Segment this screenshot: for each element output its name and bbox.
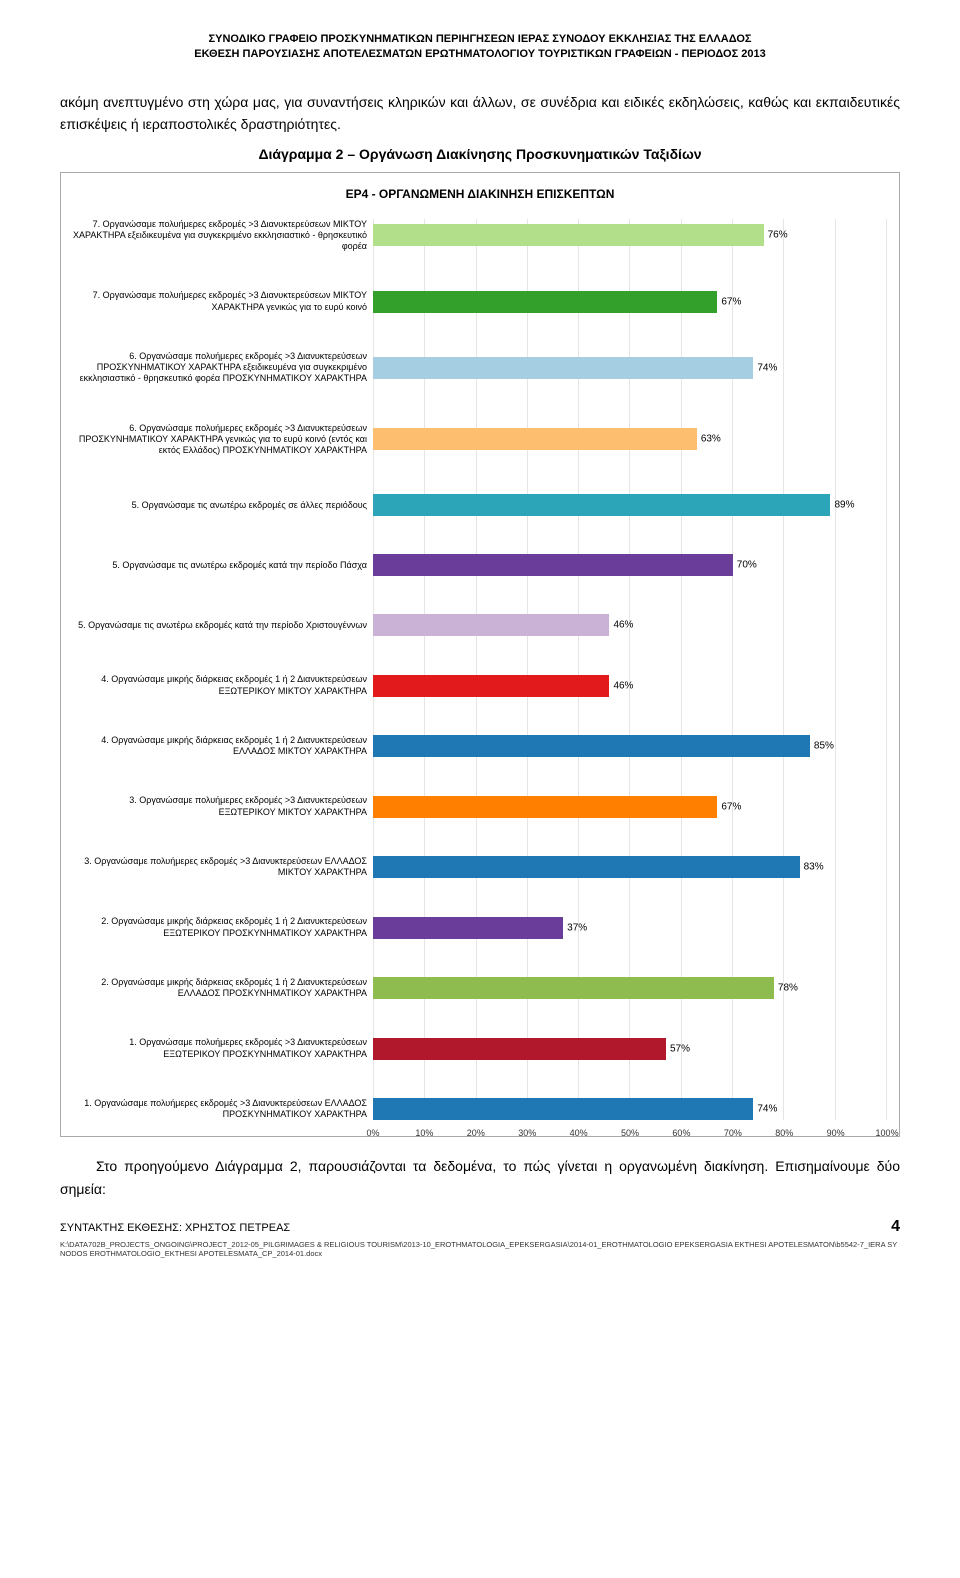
bar-row: 5. Οργανώσαμε τις ανωτέρω εκδρομές σε άλ… [73,494,887,516]
bar-fill: 57% [373,1038,666,1060]
bar-track: 70% [373,554,887,576]
bar-value: 85% [814,741,834,752]
bar-row: 5. Οργανώσαμε τις ανωτέρω εκδρομές κατά … [73,554,887,576]
intro-paragraph: ακόμη ανεπτυγμένο στη χώρα μας, για συνα… [60,91,900,136]
bar-label: 4. Οργανώσαμε μικρής διάρκειας εκδρομές … [73,735,373,758]
bar-label: 1. Οργανώσαμε πολυήμερες εκδρομές >3 Δια… [73,1098,373,1121]
bar-row: 4. Οργανώσαμε μικρής διάρκειας εκδρομές … [73,735,887,758]
header-line-2: ΕΚΘΕΣΗ ΠΑΡΟΥΣΙΑΣΗΣ ΑΠΟΤΕΛΕΣΜΑΤΩΝ ΕΡΩΤΗΜΑ… [60,47,900,62]
footer: ΣΥΝΤΑΚΤΗΣ ΕΚΘΕΣΗΣ: ΧΡΗΣΤΟΣ ΠΕΤΡΕΑΣ 4 [60,1218,900,1236]
bar-value: 83% [804,862,824,873]
bar-value: 70% [737,560,757,571]
diagram-caption: Διάγραμμα 2 – Οργάνωση Διακίνησης Προσκυ… [60,146,900,162]
bar-value: 57% [670,1043,690,1054]
bar-track: 78% [373,977,887,999]
bar-row: 2. Οργανώσαμε μικρής διάρκειας εκδρομές … [73,977,887,1000]
header-line-1: ΣΥΝΟΔΙΚΟ ΓΡΑΦΕΙΟ ΠΡΟΣΚΥΝΗΜΑΤΙΚΩΝ ΠΕΡΙΗΓΗ… [60,32,900,47]
footer-path: K:\DATA702B_PROJECTS_ONGOING\PROJECT_201… [60,1240,900,1258]
bar-track: 57% [373,1038,887,1060]
bar-row: 3. Οργανώσαμε πολυήμερες εκδρομές >3 Δια… [73,795,887,818]
bar-track: 67% [373,796,887,818]
bar-track: 37% [373,917,887,939]
bar-label: 5. Οργανώσαμε τις ανωτέρω εκδρομές σε άλ… [73,500,373,511]
bar-label: 7. Οργανώσαμε πολυήμερες εκδρομές >3 Δια… [73,290,373,313]
footer-author: ΣΥΝΤΑΚΤΗΣ ΕΚΘΕΣΗΣ: ΧΡΗΣΤΟΣ ΠΕΤΡΕΑΣ [60,1222,290,1234]
bar-value: 37% [567,922,587,933]
bar-fill: 46% [373,614,609,636]
bar-track: 74% [373,1098,887,1120]
bar-label: 1. Οργανώσαμε πολυήμερες εκδρομές >3 Δια… [73,1037,373,1060]
bar-fill: 37% [373,917,563,939]
bar-fill: 70% [373,554,733,576]
bar-label: 2. Οργανώσαμε μικρής διάρκειας εκδρομές … [73,916,373,939]
bar-row: 2. Οργανώσαμε μικρής διάρκειας εκδρομές … [73,916,887,939]
page-number: 4 [891,1218,900,1236]
bar-fill: 67% [373,291,717,313]
bar-label: 5. Οργανώσαμε τις ανωτέρω εκδρομές κατά … [73,620,373,631]
bar-fill: 76% [373,224,764,246]
bar-label: 4. Οργανώσαμε μικρής διάρκειας εκδρομές … [73,674,373,697]
bar-row: 7. Οργανώσαμε πολυήμερες εκδρομές >3 Δια… [73,219,887,253]
bar-fill: 46% [373,675,609,697]
bar-fill: 78% [373,977,774,999]
bar-value: 74% [757,362,777,373]
bar-label: 2. Οργανώσαμε μικρής διάρκειας εκδρομές … [73,977,373,1000]
bar-fill: 74% [373,1098,753,1120]
bar-row: 6. Οργανώσαμε πολυήμερες εκδρομές >3 Δια… [73,423,887,457]
bar-track: 76% [373,224,887,246]
bar-value: 78% [778,983,798,994]
bar-track: 46% [373,675,887,697]
outro-paragraph: Στο προηγούμενο Διάγραμμα 2, παρουσιάζον… [60,1155,900,1200]
chart-container: ΕΡ4 - ΟΡΓΑΝΩΜΕΝΗ ΔΙΑΚΙΝΗΣΗ ΕΠΙΣΚΕΠΤΩΝ 7.… [60,172,900,1138]
bar-value: 74% [757,1104,777,1115]
bar-track: 74% [373,357,887,379]
bar-label: 3. Οργανώσαμε πολυήμερες εκδρομές >3 Δια… [73,795,373,818]
bar-fill: 83% [373,856,800,878]
bar-track: 85% [373,735,887,757]
bar-value: 63% [701,434,721,445]
bar-value: 46% [613,680,633,691]
bar-row: 7. Οργανώσαμε πολυήμερες εκδρομές >3 Δια… [73,290,887,313]
chart-title: ΕΡ4 - ΟΡΓΑΝΩΜΕΝΗ ΔΙΑΚΙΝΗΣΗ ΕΠΙΣΚΕΠΤΩΝ [73,187,887,201]
bar-track: 89% [373,494,887,516]
chart-bars: 7. Οργανώσαμε πολυήμερες εκδρομές >3 Δια… [73,219,887,1121]
bar-value: 46% [613,620,633,631]
chart-plot-area: 7. Οργανώσαμε πολυήμερες εκδρομές >3 Δια… [73,219,887,1121]
bar-label: 7. Οργανώσαμε πολυήμερες εκδρομές >3 Δια… [73,219,373,253]
bar-value: 76% [768,230,788,241]
bar-label: 6. Οργανώσαμε πολυήμερες εκδρομές >3 Δια… [73,351,373,385]
bar-row: 3. Οργανώσαμε πολυήμερες εκδρομές >3 Δια… [73,856,887,879]
bar-row: 4. Οργανώσαμε μικρής διάρκειας εκδρομές … [73,674,887,697]
bar-fill: 89% [373,494,830,516]
bar-value: 67% [721,296,741,307]
bar-track: 83% [373,856,887,878]
bar-row: 5. Οργανώσαμε τις ανωτέρω εκδρομές κατά … [73,614,887,636]
bar-fill: 67% [373,796,717,818]
bar-track: 67% [373,291,887,313]
bar-value: 67% [721,801,741,812]
bar-row: 1. Οργανώσαμε πολυήμερες εκδρομές >3 Δια… [73,1098,887,1121]
bar-fill: 63% [373,428,697,450]
bar-track: 46% [373,614,887,636]
bar-fill: 85% [373,735,810,757]
bar-value: 89% [834,500,854,511]
bar-row: 6. Οργανώσαμε πολυήμερες εκδρομές >3 Δια… [73,351,887,385]
bar-label: 5. Οργανώσαμε τις ανωτέρω εκδρομές κατά … [73,560,373,571]
page-header: ΣΥΝΟΔΙΚΟ ΓΡΑΦΕΙΟ ΠΡΟΣΚΥΝΗΜΑΤΙΚΩΝ ΠΕΡΙΗΓΗ… [60,32,900,63]
bar-row: 1. Οργανώσαμε πολυήμερες εκδρομές >3 Δια… [73,1037,887,1060]
bar-label: 6. Οργανώσαμε πολυήμερες εκδρομές >3 Δια… [73,423,373,457]
bar-fill: 74% [373,357,753,379]
bar-track: 63% [373,428,887,450]
bar-label: 3. Οργανώσαμε πολυήμερες εκδρομές >3 Δια… [73,856,373,879]
